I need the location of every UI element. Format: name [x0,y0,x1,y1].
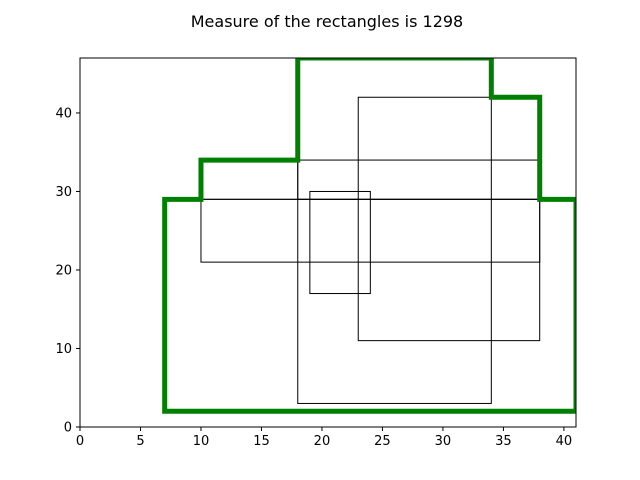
rectangle-2 [357,96,541,342]
axes: 0 5 10 15 20 25 30 35 40 0 10 20 30 40 [55,57,577,449]
chart-title: Measure of the rectangles is 1298 [191,12,463,31]
rectangle-3 [297,159,541,200]
axes-frame [79,57,577,428]
x-tick-label: 35 [495,434,512,449]
y-tick-label: 10 [55,342,72,357]
x-tick-label: 20 [314,434,331,449]
y-tick-label: 40 [55,106,72,121]
y-tick-label: 30 [55,185,72,200]
rectangle-1 [297,58,492,404]
y-tick-label: 0 [64,421,72,436]
x-tick-label: 15 [253,434,270,449]
plot-area [162,58,576,414]
rectangle-5 [309,190,371,295]
x-tick-label: 5 [136,434,144,449]
x-tick-label: 10 [193,434,210,449]
x-tick-label: 40 [556,434,573,449]
y-tick-label: 20 [55,263,72,278]
x-tick-label: 0 [76,434,84,449]
x-tick-label: 25 [374,434,391,449]
union-outline [162,58,576,414]
x-tick-label: 30 [435,434,452,449]
